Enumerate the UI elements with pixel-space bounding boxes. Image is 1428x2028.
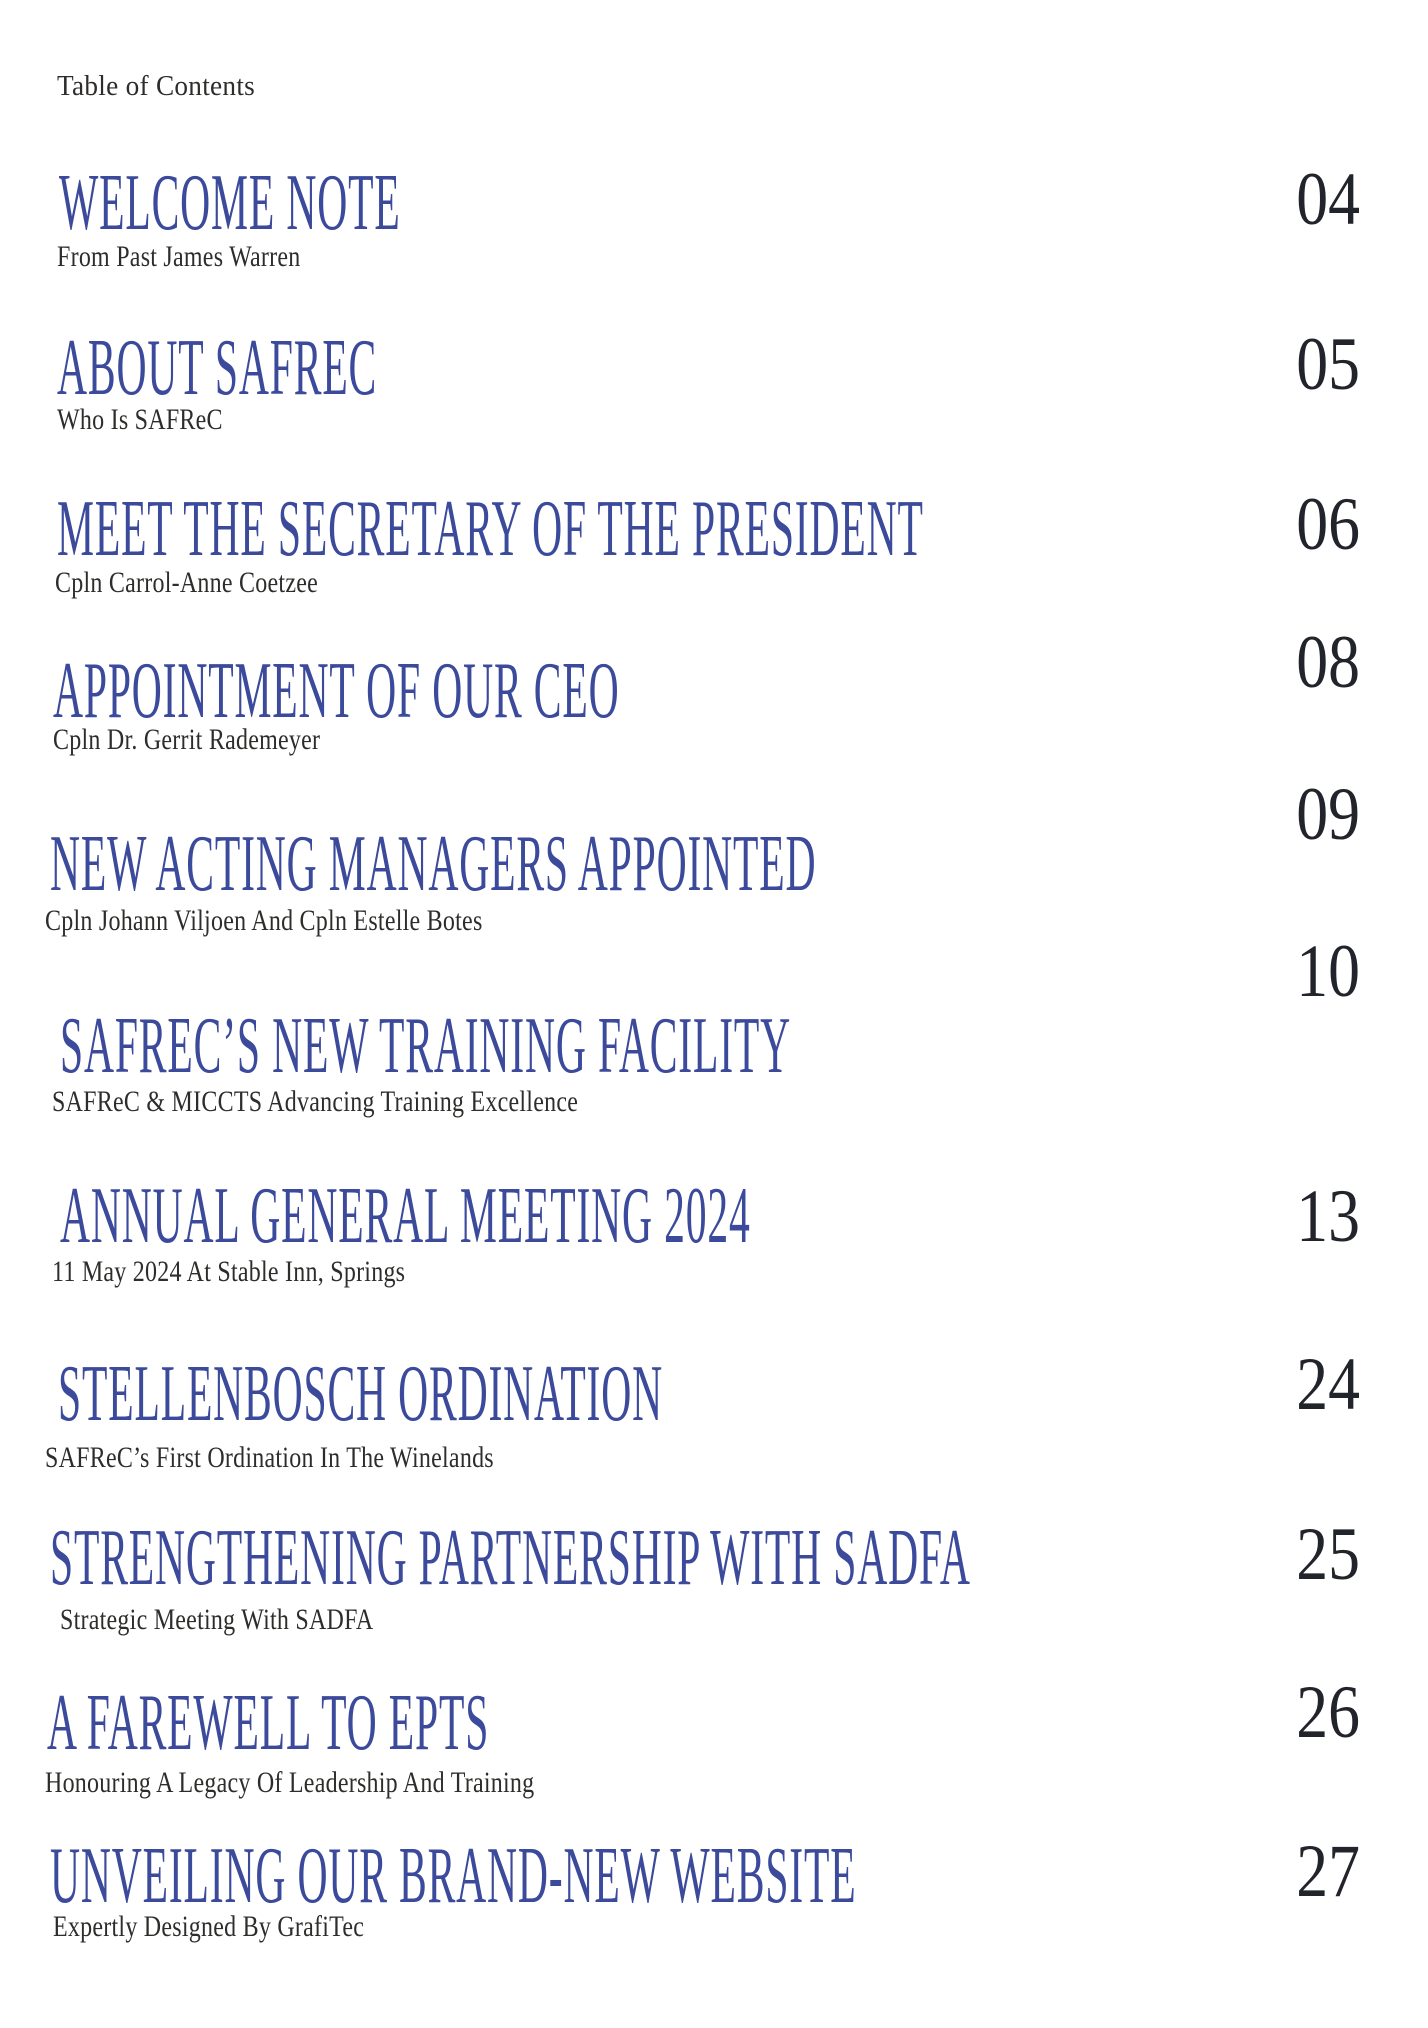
entry-subtitle: SAFReC & MICCTS Advancing Training Excel…: [52, 1085, 579, 1118]
entry-title: ANNUAL GENERAL MEETING 2024: [60, 1172, 751, 1260]
page-number: 13: [1296, 1175, 1360, 1258]
entry-title: ABOUT SAFREC: [57, 324, 378, 412]
entry-title: WELCOME NOTE: [59, 159, 401, 247]
entry-subtitle: Cpln Dr. Gerrit Rademeyer: [53, 723, 321, 756]
entry-title: NEW ACTING MANAGERS APPOINTED: [50, 820, 817, 908]
entry-subtitle: Cpln Carrol-Anne Coetzee: [55, 566, 319, 599]
entry-subtitle: Expertly Designed By GrafiTec: [53, 1910, 365, 1943]
entry-subtitle: From Past James Warren: [57, 240, 301, 273]
entry-subtitle: Cpln Johann Viljoen And Cpln Estelle Bot…: [45, 904, 483, 937]
entry-title: SAFREC’S NEW TRAINING FACILITY: [60, 1002, 792, 1090]
page-number: 10: [1296, 930, 1360, 1013]
page-number: 08: [1296, 621, 1360, 704]
page-number: 04: [1296, 158, 1360, 241]
page-title: Table of Contents: [57, 70, 256, 102]
entry-subtitle: SAFReC’s First Ordination In The Winelan…: [45, 1441, 494, 1474]
entry-subtitle: Strategic Meeting With SADFA: [60, 1603, 374, 1636]
entry-title: STRENGTHENING PARTNERSHIP WITH SADFA: [50, 1514, 971, 1602]
entry-subtitle: 11 May 2024 At Stable Inn, Springs: [52, 1255, 406, 1288]
page-number: 06: [1296, 483, 1360, 566]
page-number: 26: [1296, 1671, 1360, 1754]
entry-title: MEET THE SECRETARY OF THE PRESIDENT: [57, 485, 924, 573]
page-number: 27: [1296, 1830, 1360, 1913]
page-number: 05: [1296, 323, 1360, 406]
entry-subtitle: Honouring A Legacy Of Leadership And Tra…: [45, 1766, 535, 1799]
entry-title: UNVEILING OUR BRAND-NEW WEBSITE: [50, 1832, 857, 1920]
page-number: 24: [1296, 1343, 1360, 1426]
page-number: 09: [1296, 773, 1360, 856]
entry-title: APPOINTMENT OF OUR CEO: [53, 647, 620, 735]
page-number: 25: [1296, 1513, 1360, 1596]
entry-subtitle: Who Is SAFReC: [57, 403, 223, 436]
entry-title: A FAREWELL TO EPTS: [47, 1679, 490, 1767]
entry-title: STELLENBOSCH ORDINATION: [58, 1350, 663, 1438]
